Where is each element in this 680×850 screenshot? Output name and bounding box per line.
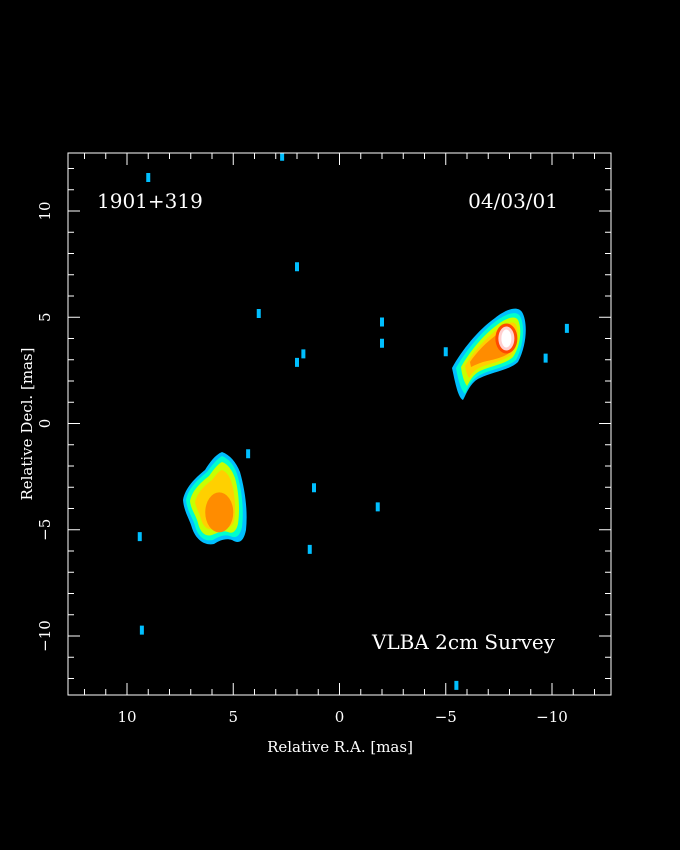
x-tick-label: 5: [228, 708, 238, 726]
source-name-label: 1901+319: [97, 189, 203, 213]
tick-labels: 10 5 0 −5 −10 10 5 0 −5 −10: [36, 201, 568, 726]
noise-blob: [307, 544, 312, 554]
noise-blob: [295, 357, 299, 367]
y-tick-label: −5: [36, 519, 54, 541]
y-tick-label: 0: [36, 419, 54, 429]
x-tick-label: 0: [335, 708, 345, 726]
core-peak: [501, 329, 512, 348]
y-tick-label: −10: [36, 620, 54, 652]
noise-blob: [146, 173, 151, 182]
x-tick-label: 10: [117, 708, 136, 726]
axes: [67, 152, 612, 696]
noise-blob: [137, 532, 142, 542]
noise-blob: [246, 449, 251, 459]
noise-blob: [543, 353, 548, 363]
noise-blob: [375, 502, 380, 512]
x-tick-label: −10: [536, 708, 568, 726]
noise-blob: [454, 680, 459, 690]
noise-blob: [295, 262, 299, 272]
noise-blob: [380, 317, 384, 327]
y-axis-label: Relative Decl. [mas]: [18, 347, 36, 500]
x-axis-label: Relative R.A. [mas]: [267, 738, 413, 756]
survey-label: VLBA 2cm Survey: [371, 630, 556, 654]
noise-blob: [280, 153, 285, 161]
noise-blob: [312, 483, 316, 493]
y-tick-label: 10: [36, 201, 54, 220]
noise-blob: [139, 625, 144, 635]
noise-blob: [380, 338, 384, 348]
noise-blob: [564, 323, 569, 333]
intensity-image: [137, 153, 569, 690]
y-tick-label: 5: [36, 312, 54, 322]
x-tick-label: −5: [435, 708, 457, 726]
noise-blob: [256, 309, 261, 318]
component-peak: [205, 492, 234, 533]
noise-blob: [443, 347, 448, 357]
noise-blob: [301, 349, 306, 359]
epoch-date-label: 04/03/01: [468, 189, 558, 213]
